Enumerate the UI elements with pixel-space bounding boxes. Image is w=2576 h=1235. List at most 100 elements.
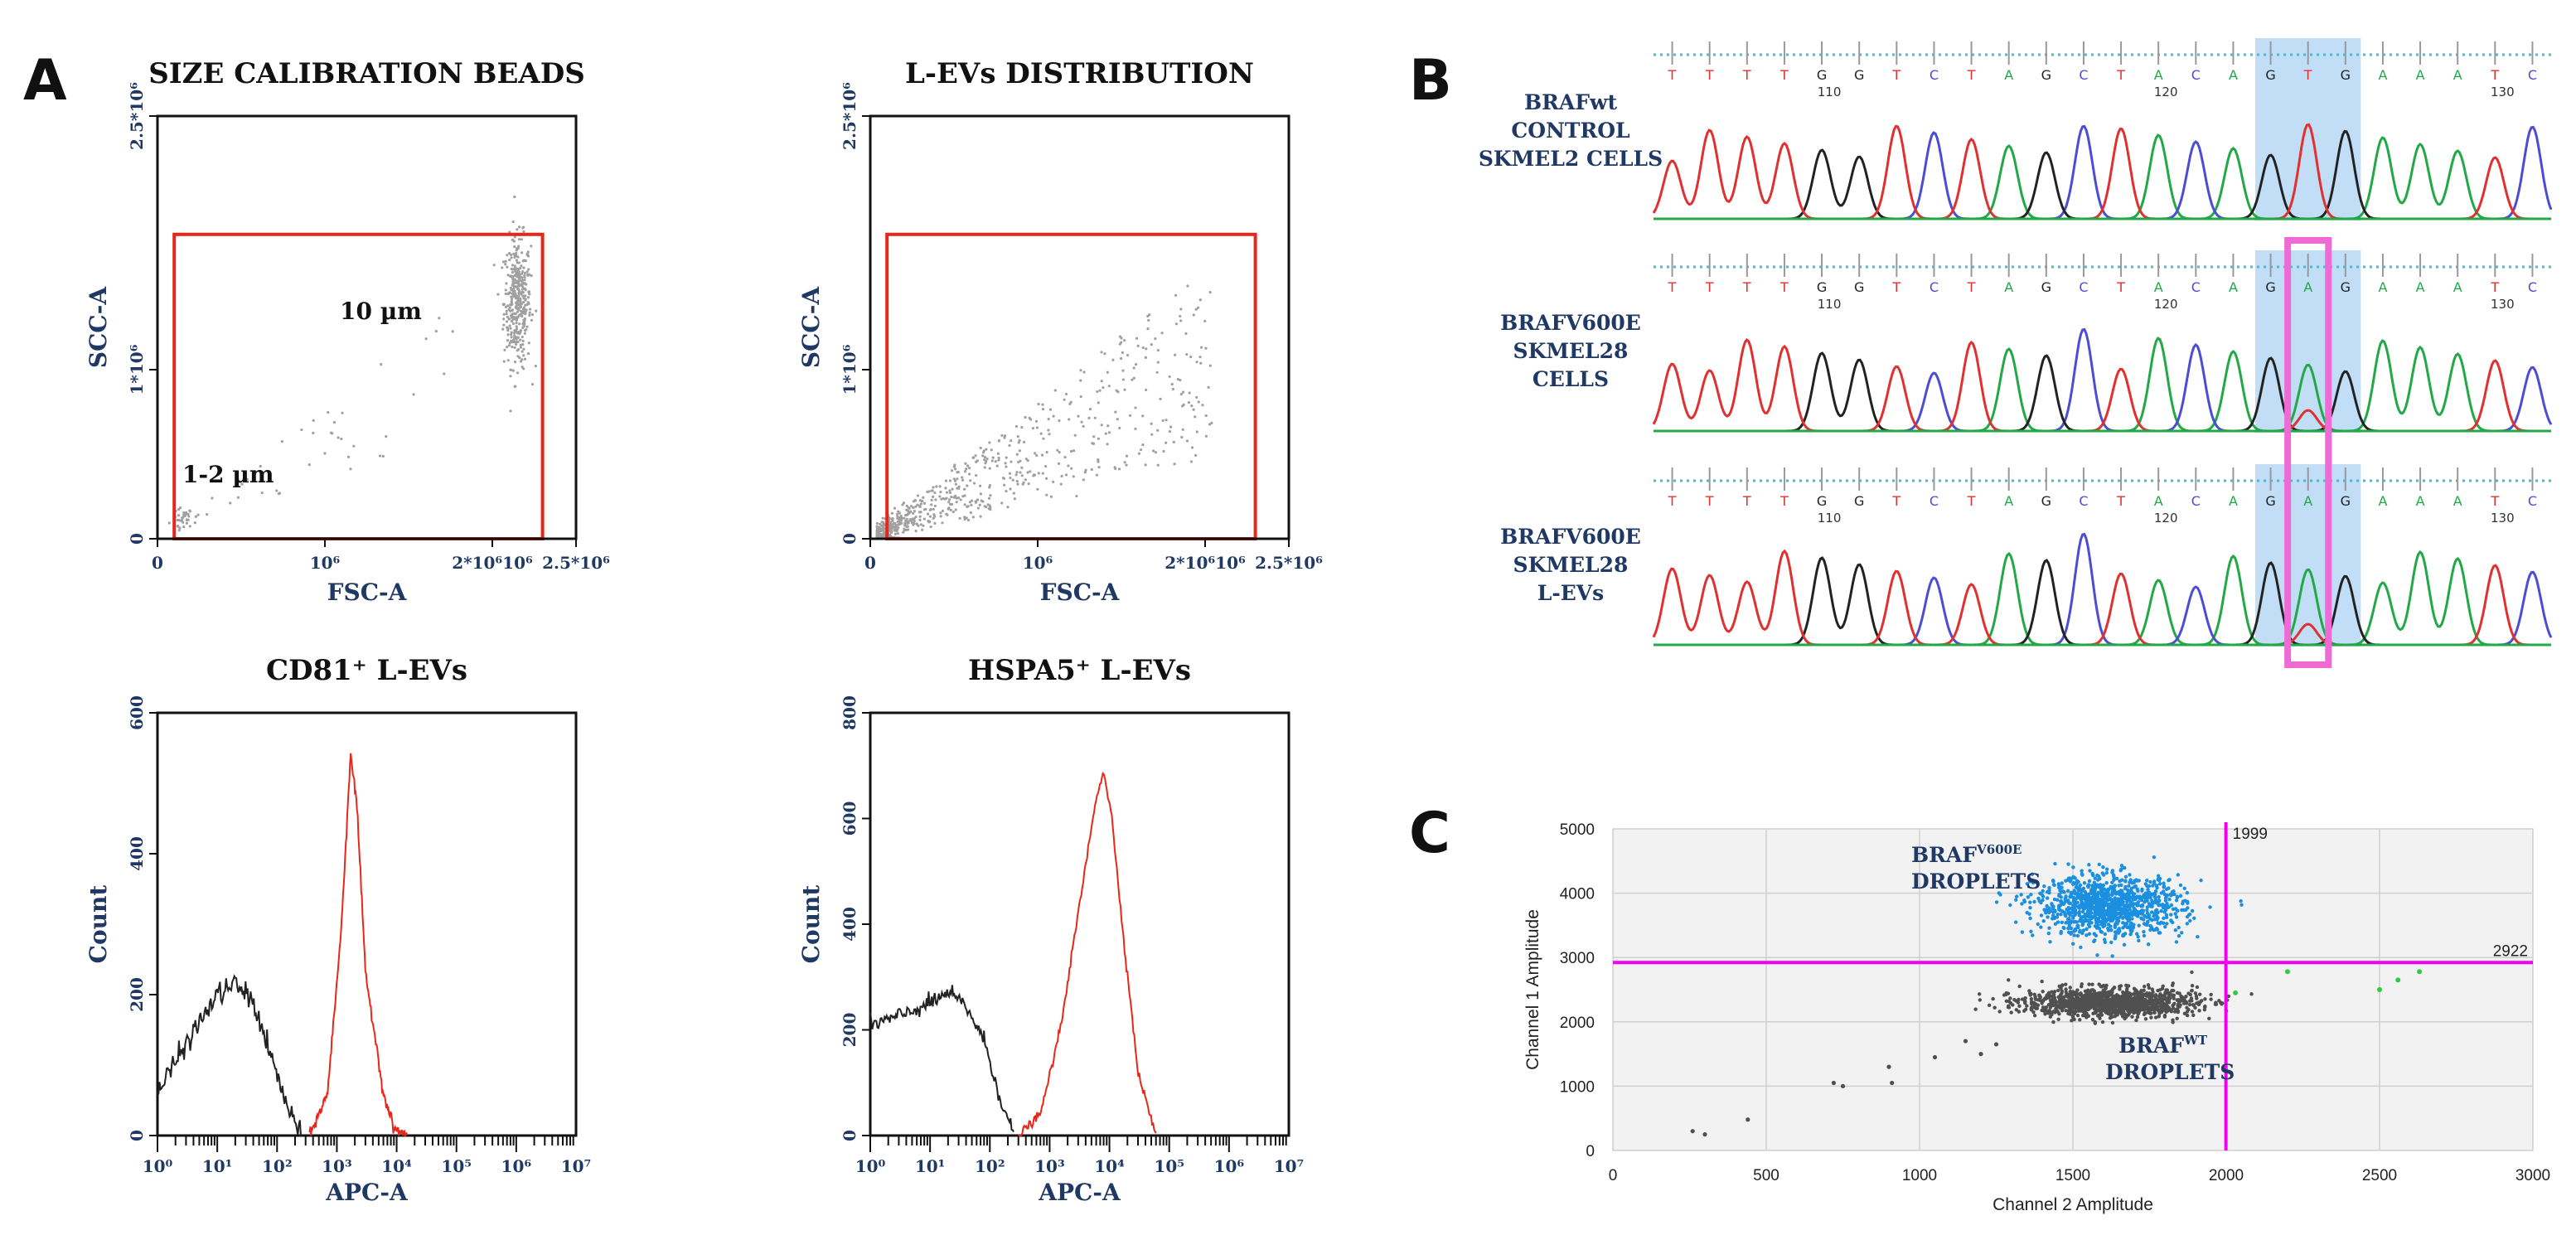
droplet [2155,885,2159,890]
data-point [184,511,188,514]
droplet [2164,913,2169,918]
data-point [1199,346,1203,349]
data-point [1040,453,1044,457]
base-call: C [1930,279,1939,295]
data-point [1077,414,1080,418]
data-point [518,297,521,300]
droplet [1997,1010,2002,1014]
data-point [941,509,945,513]
x-tick-label: 10⁷ [561,1156,592,1176]
data-point [513,195,516,199]
data-point [1005,490,1008,493]
droplet [2144,994,2148,998]
droplet [2176,873,2181,877]
data-point [530,245,533,248]
droplet [2167,1005,2172,1010]
data-point [506,339,510,342]
data-point [879,533,883,536]
droplet [2043,1012,2047,1016]
data-point [995,464,999,467]
data-point [1041,403,1044,406]
droplet [2123,914,2128,919]
droplet [2078,883,2083,888]
data-point [519,346,523,349]
data-point [177,529,181,532]
droplet [2181,899,2186,903]
data-point [996,452,1000,455]
droplet [2185,1010,2190,1014]
droplet [2093,938,2097,942]
data-point [1150,433,1154,436]
droplet [2028,879,2032,884]
droplet [2186,906,2190,910]
droplet [2146,1010,2150,1015]
data-point [890,525,893,528]
data-point [903,524,907,527]
droplet [2090,1017,2095,1022]
data-point [1003,483,1006,487]
data-point [1018,449,1021,453]
base-call: C [2191,279,2201,295]
droplet [2121,933,2126,938]
droplet [2118,1006,2122,1010]
droplet [2117,911,2121,916]
droplet [2075,1005,2080,1010]
droplet [2009,1010,2013,1015]
y-tick-label: 4000 [1560,886,1595,903]
data-point [913,520,916,523]
droplet [2208,905,2212,909]
data-point [1035,426,1039,429]
droplet [2125,899,2129,904]
data-point [1104,432,1107,435]
droplet [2071,880,2076,885]
y-tick-label: 2.5*10⁶ [840,82,859,150]
droplet [2093,1019,2097,1024]
panel-label-b: B [1409,48,1452,114]
data-point [1016,435,1019,438]
data-point [1034,452,1037,455]
droplet [2059,931,2063,936]
droplet [2099,891,2104,895]
droplet [2128,1003,2133,1007]
data-point [958,516,961,520]
base-call: T [1742,67,1751,83]
gate-rectangle [885,232,1257,540]
droplet [2153,895,2157,900]
data-point [516,371,520,375]
droplet [2128,921,2133,925]
droplet [2109,1000,2114,1004]
data-point [976,459,979,463]
data-point [926,490,929,493]
droplet [2089,891,2094,896]
data-point [988,441,991,444]
droplet [2090,992,2095,996]
droplet [2106,923,2111,927]
droplet [2103,1009,2107,1013]
droplet [2019,893,2023,897]
data-point [525,252,529,256]
droplet [1993,1042,1999,1047]
data-point [1079,369,1082,372]
base-call: T [1779,279,1789,295]
droplet [2149,902,2153,906]
droplet [2095,953,2099,957]
base-call: A [2378,67,2387,83]
droplet [2157,931,2162,935]
data-point [307,463,311,467]
data-point [913,510,917,513]
x-tick-label: 0 [1609,1167,1618,1184]
data-point [509,286,512,289]
data-point [523,274,526,278]
data-point [899,516,903,520]
droplet [2101,919,2105,924]
data-point [953,479,957,482]
data-point [979,492,982,496]
x-tick-label: 2*10⁶10⁶ [1165,553,1246,573]
droplet [2152,855,2157,860]
droplet [2191,1013,2196,1018]
droplet [2162,993,2167,997]
droplet [2169,913,2173,917]
droplet [2175,1016,2179,1020]
data-point [987,496,991,500]
data-point [966,518,971,522]
